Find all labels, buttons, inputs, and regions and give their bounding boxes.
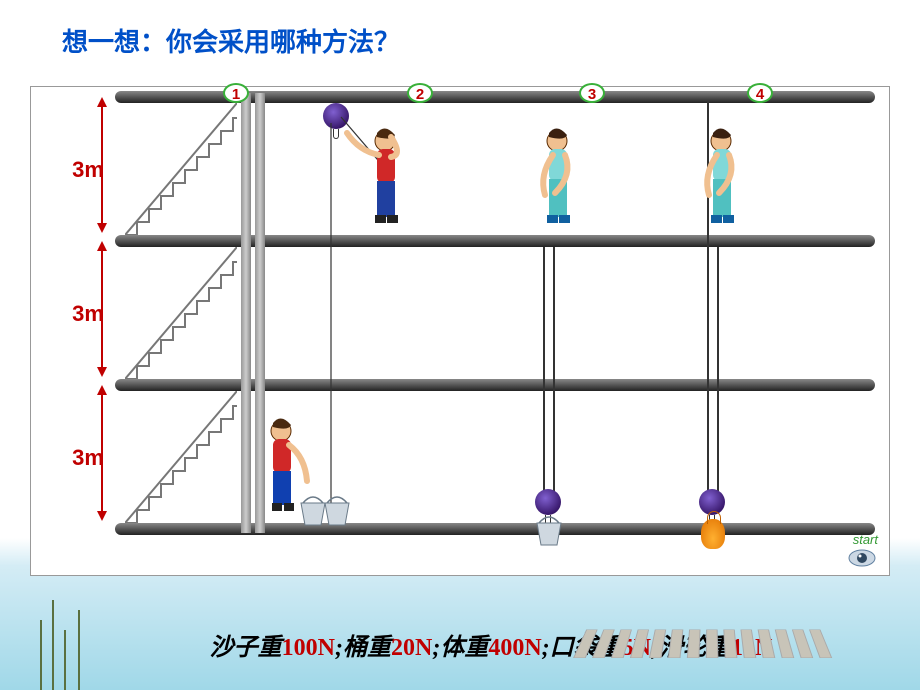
- method-marker-1: 1: [223, 83, 249, 103]
- beam-floor-2: [115, 235, 875, 247]
- rope-m3a: [543, 247, 545, 497]
- reed-decoration: [52, 600, 54, 690]
- method-marker-4: 4: [747, 83, 773, 103]
- height-label-3: 3m: [63, 157, 113, 183]
- person-pull-m4: [687, 127, 747, 239]
- reed-decoration: [78, 610, 80, 690]
- method-marker-2: 2: [407, 83, 433, 103]
- stairs-top: [125, 103, 237, 235]
- method-marker-3: 3: [579, 83, 605, 103]
- bucket-value: 20N: [391, 635, 432, 661]
- stairs-bottom: [125, 391, 237, 523]
- reed-decoration: [40, 620, 42, 690]
- person-pull-m2: [351, 127, 411, 239]
- rope-m3b: [553, 247, 555, 497]
- pulley-fixed-m2: [323, 103, 349, 129]
- bucket-label: ;桶重: [335, 635, 391, 661]
- height-label-1: 3m: [63, 445, 113, 471]
- eye-icon[interactable]: [848, 548, 876, 568]
- building-diagram: 3m 3m 3m 1 2 3 4: [30, 86, 890, 576]
- sand-bag-m4: [701, 519, 725, 549]
- person-pull-m3: [523, 127, 583, 239]
- column-left: [241, 93, 251, 533]
- page-title: 想一想：你会采用哪种方法？: [62, 22, 400, 59]
- sand-value: 100N: [282, 635, 335, 661]
- beam-floor-1: [115, 379, 875, 391]
- rope-m4b: [717, 247, 719, 495]
- bucket-m2: [323, 499, 351, 527]
- sand-label: 沙子重: [210, 635, 282, 661]
- body-label: ;体重: [432, 635, 488, 661]
- beam-ground: [115, 523, 875, 535]
- bucket-m3: [535, 519, 563, 547]
- height-label-2: 3m: [63, 301, 113, 327]
- reed-decoration: [64, 630, 66, 690]
- bridge-decoration: [573, 629, 847, 658]
- stairs-mid: [125, 247, 237, 379]
- body-value: 400N: [488, 635, 541, 661]
- pulley-movable-m3: [535, 489, 561, 515]
- start-label[interactable]: start: [853, 532, 878, 547]
